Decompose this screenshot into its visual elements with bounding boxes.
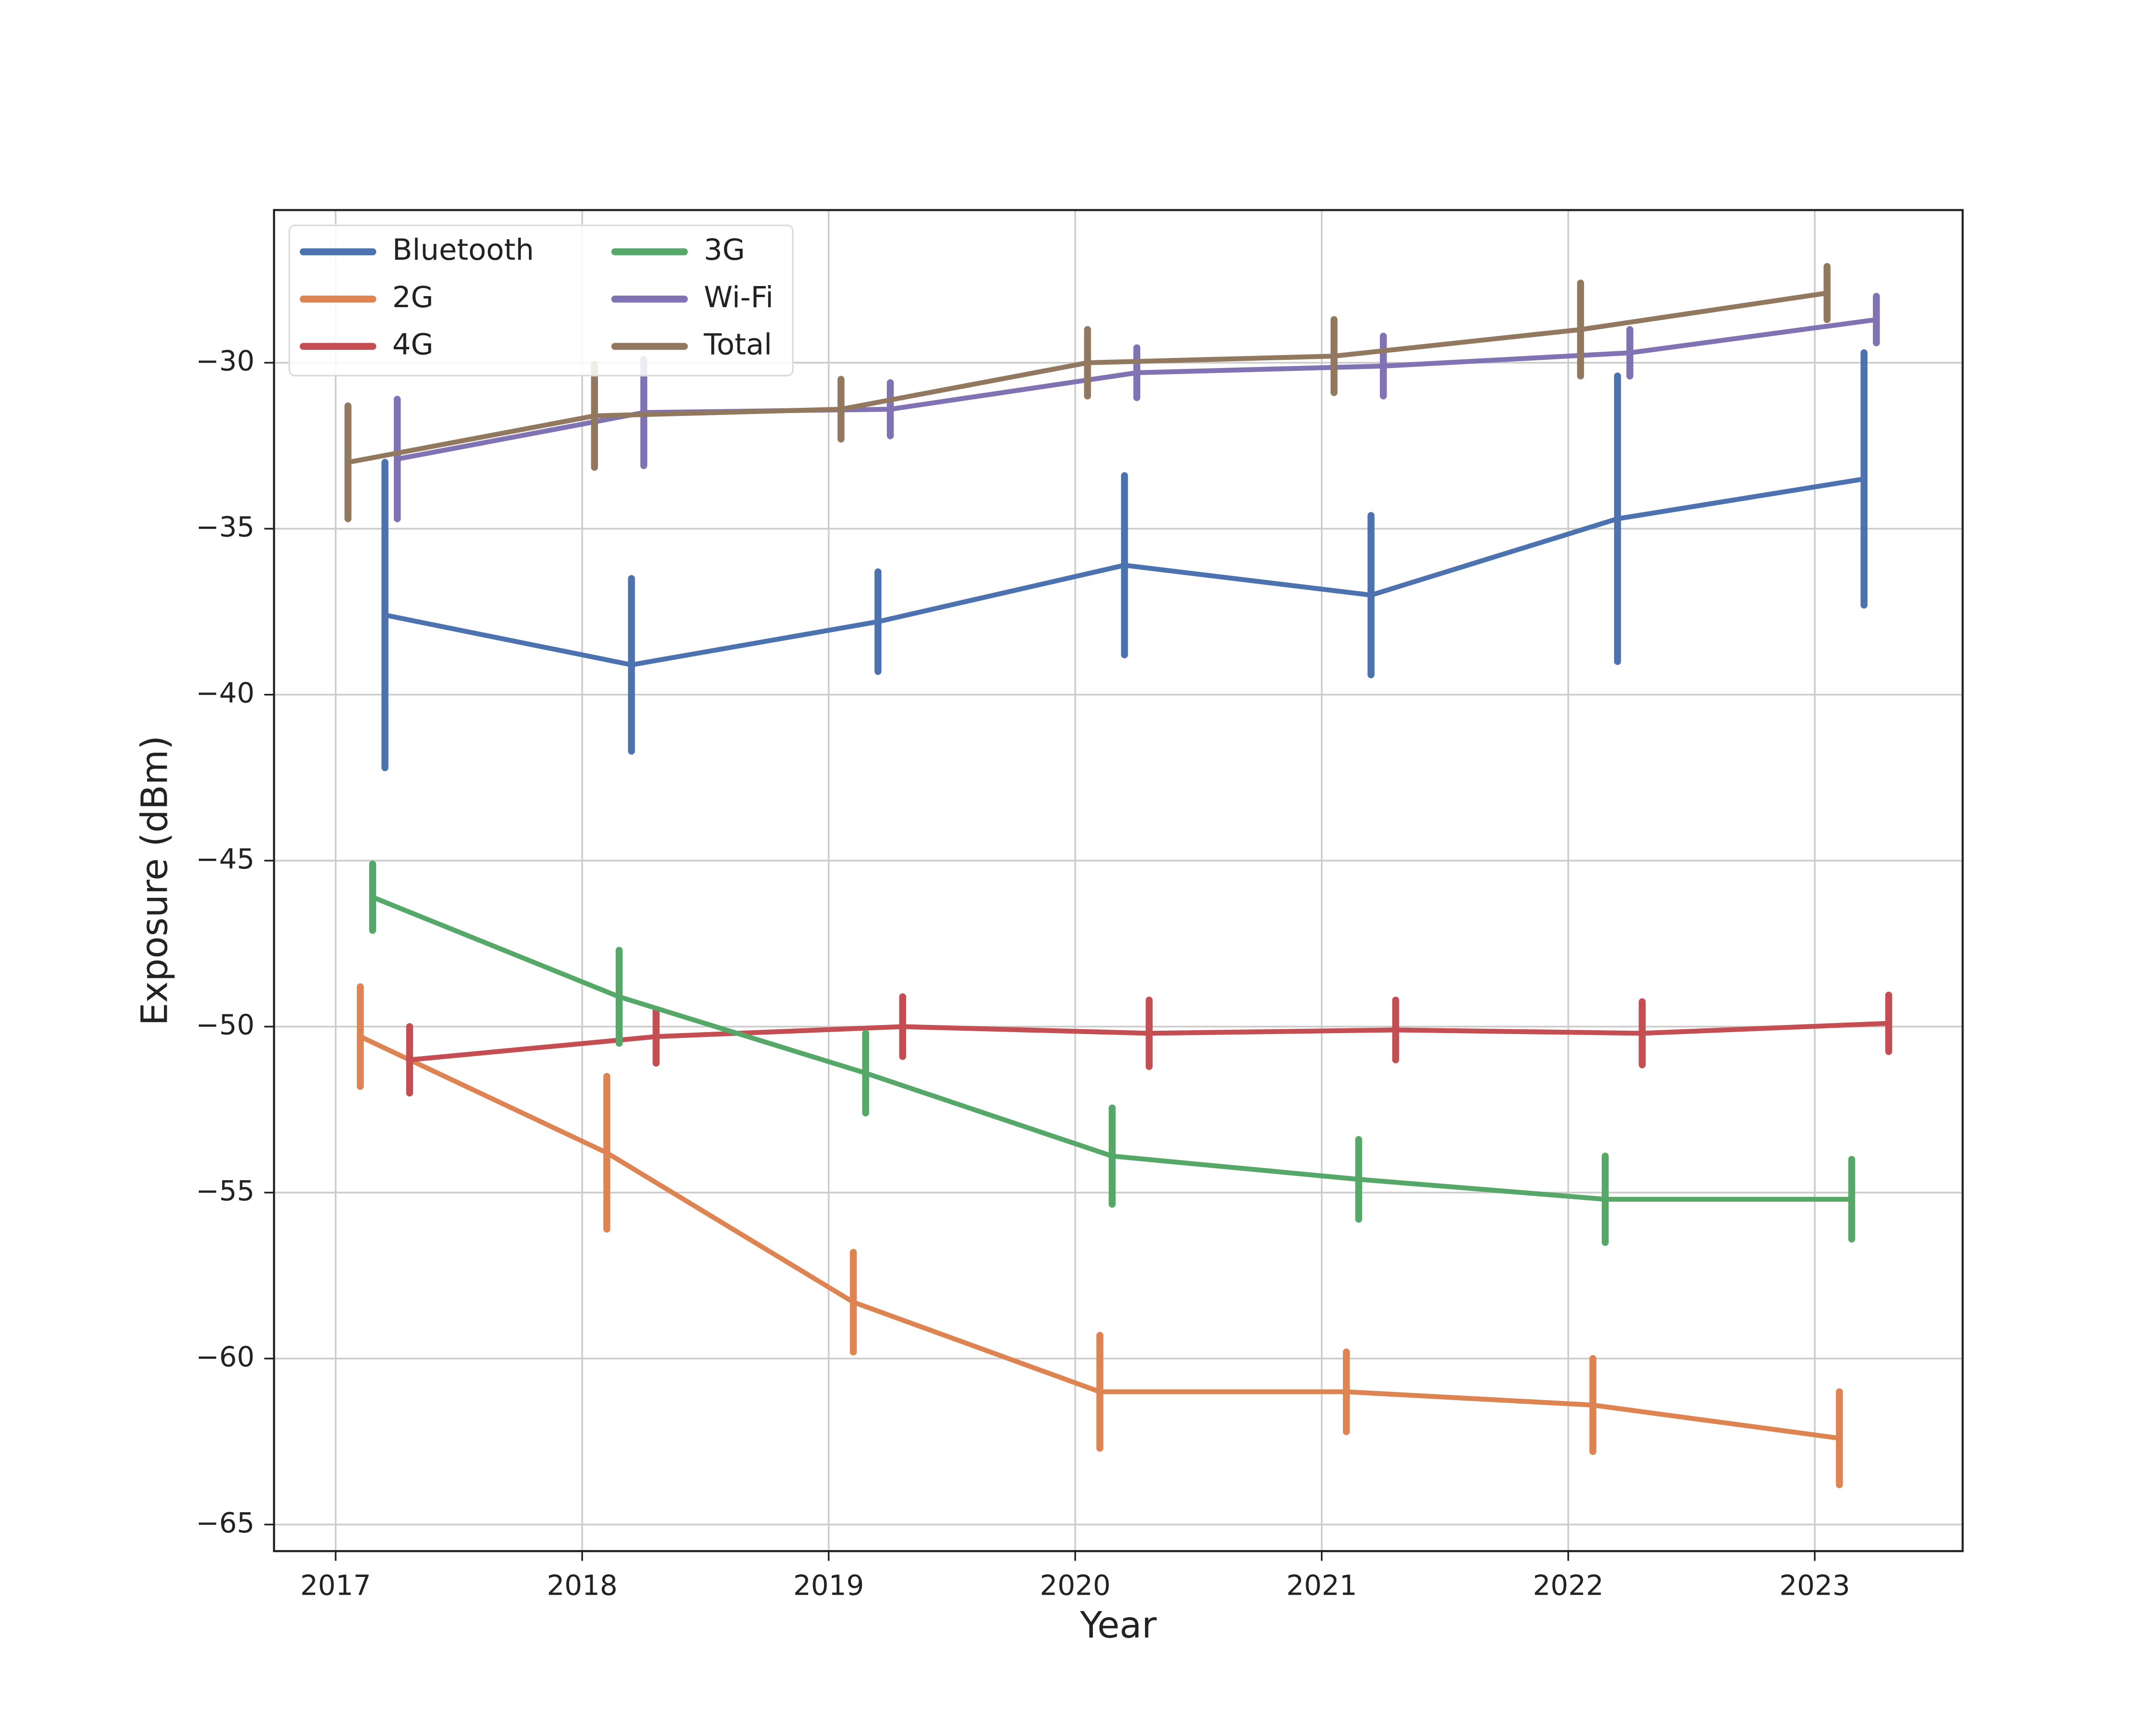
x-tick-label: 2017 xyxy=(300,1569,371,1602)
y-tick-label: −45 xyxy=(196,842,255,875)
y-axis-label: Exposure (dBm) xyxy=(134,736,176,1025)
y-tick-label: −35 xyxy=(196,511,255,543)
y-tick-label: −65 xyxy=(196,1506,255,1539)
x-tick-label: 2019 xyxy=(793,1569,864,1602)
y-tick-label: −55 xyxy=(196,1174,255,1207)
legend-box xyxy=(288,224,794,377)
legend-label: 2G xyxy=(392,280,434,314)
legend-label: Bluetooth xyxy=(392,233,534,267)
x-axis-label: Year xyxy=(1079,1604,1157,1646)
y-tick-label: −50 xyxy=(196,1009,255,1041)
plot-frame xyxy=(273,209,1964,1552)
y-tick-label: −30 xyxy=(196,345,255,377)
legend-label: Total xyxy=(703,327,772,361)
legend-label: Wi-Fi xyxy=(704,280,773,314)
x-tick-label: 2020 xyxy=(1040,1569,1111,1602)
x-tick-label: 2021 xyxy=(1286,1569,1357,1602)
y-tick-label: −40 xyxy=(196,677,255,709)
x-tick-label: 2022 xyxy=(1533,1569,1604,1602)
y-tick-label: −60 xyxy=(196,1340,255,1373)
x-tick-label: 2018 xyxy=(547,1569,618,1602)
legend-label: 4G xyxy=(392,327,434,361)
x-tick-label: 2023 xyxy=(1779,1569,1850,1602)
legend-label: 3G xyxy=(704,233,745,267)
